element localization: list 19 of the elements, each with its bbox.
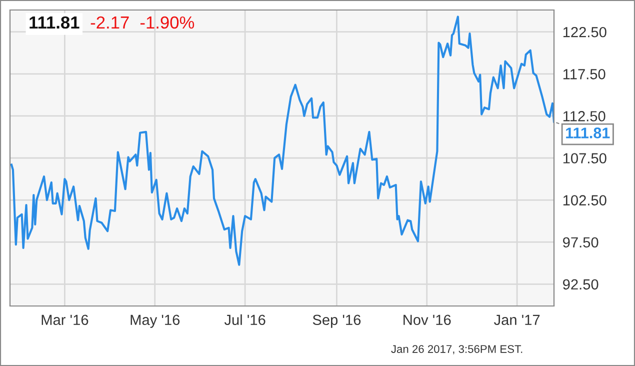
y-tick-label: 107.50 <box>563 153 606 164</box>
x-tick-label: Jul '16 <box>224 314 266 326</box>
y-tick-label: 112.50 <box>563 111 606 122</box>
x-tick-label: Mar '16 <box>42 314 88 326</box>
x-tick-label: Sep '16 <box>312 314 361 328</box>
y-tick-label: 92.50 <box>563 279 598 290</box>
y-tick-label: 122.50 <box>563 26 606 38</box>
y-tick-label: 97.50 <box>563 237 598 248</box>
annotation: 111.81 <box>566 128 610 138</box>
annotation: 111.81 <box>30 16 80 29</box>
text: Jan 26 2017, 3:56PM EST. <box>391 345 522 354</box>
x-tick-label: May '16 <box>130 314 180 328</box>
y-tick-label: 102.50 <box>563 195 606 206</box>
x-tick-label: Nov '16 <box>404 314 451 326</box>
annotation: -2.17 <box>90 16 129 28</box>
line-series <box>10 16 554 266</box>
x-tick-label: Jan '17 <box>494 314 540 326</box>
y-tick-label: 117.50 <box>563 69 606 80</box>
annotation: -1.90% <box>140 16 194 29</box>
